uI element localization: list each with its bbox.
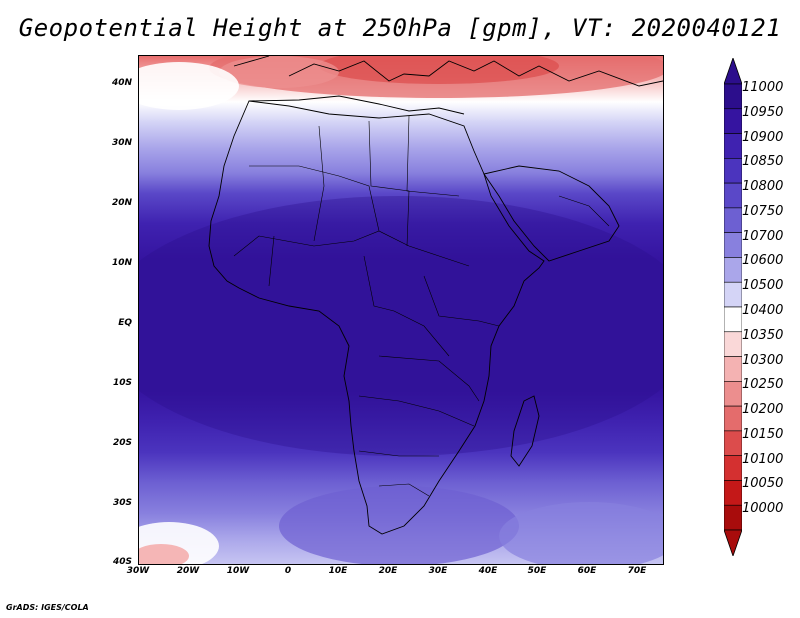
lon-label-70e: 70E [627, 566, 647, 576]
colorbar-cell [724, 430, 742, 456]
colorbar-cell [724, 232, 742, 258]
lon-label-50e: 50E [527, 566, 547, 576]
lon-label-40e: 40E [478, 566, 498, 576]
border-line [363, 255, 450, 357]
lon-label-20w: 20W [176, 566, 200, 576]
colorbar-cell [724, 257, 742, 283]
coastlines [208, 56, 663, 535]
colorbar-label: 10100 [742, 451, 784, 467]
lon-label-20e: 20E [378, 566, 398, 576]
colorbar-label: 10800 [742, 179, 784, 195]
lat-label-30s: 30S [112, 498, 132, 508]
mediterranean-south-coast [248, 95, 465, 115]
arabian-peninsula [483, 165, 620, 262]
map-canvas [139, 56, 663, 564]
colorbar-label: 10600 [742, 253, 784, 269]
colorbar-label: 10300 [742, 352, 784, 368]
colorbar-label: 10150 [742, 426, 784, 442]
madagascar [510, 395, 540, 467]
ridge-west-north [219, 56, 339, 88]
colorbar-label: 10050 [742, 476, 784, 492]
lat-label-20n: 20N [111, 198, 132, 208]
height-field [139, 56, 663, 564]
colorbar-label: 10900 [742, 129, 784, 145]
lat-label-10n: 10N [111, 258, 132, 268]
colorbar-label: 10350 [742, 327, 784, 343]
border-line [378, 355, 480, 402]
colorbar-label: 10500 [742, 278, 784, 294]
map-title: Geopotential Height at 250hPa [gpm], VT:… [18, 14, 782, 42]
lon-label-30e: 30E [428, 566, 448, 576]
colorbar-cell [724, 381, 742, 407]
border-line [258, 230, 470, 267]
colorbar-cell [724, 182, 742, 209]
colorbar-cell [724, 405, 742, 432]
map-plot-area [138, 55, 664, 565]
africa-coastline [208, 100, 545, 535]
border-line [558, 195, 610, 227]
colorbar-cell [724, 356, 742, 382]
colorbar-cell [724, 108, 742, 134]
border-line [406, 115, 460, 197]
colorbar [724, 58, 742, 556]
colorbar-cell [724, 207, 742, 233]
lat-label-eq: EQ [118, 318, 132, 328]
colorbar-label: 10750 [742, 203, 784, 219]
border-line [358, 395, 475, 427]
colorbar-min-arrow [724, 529, 742, 556]
colorbar-cell [724, 331, 742, 357]
colorbar-cell [724, 133, 742, 159]
europe-coast [233, 56, 663, 87]
border-line [423, 275, 500, 327]
lat-label-20s: 20S [112, 438, 132, 448]
colorbar-cell [724, 281, 742, 308]
deep-tropical-core [139, 196, 663, 456]
colorbar-cell [724, 504, 742, 531]
colorbar-cell [724, 158, 742, 184]
colorbar-label: 10000 [742, 501, 784, 517]
lon-label-60e: 60E [577, 566, 597, 576]
border-line [358, 450, 439, 457]
border-line [368, 120, 410, 247]
lat-label-10s: 10S [112, 378, 132, 388]
software-credit: GrADS: IGES/COLA [6, 603, 89, 612]
colorbar-label: 10850 [742, 154, 784, 170]
colorbar-max-arrow [724, 58, 742, 85]
border-line [313, 125, 325, 242]
colorbar-label: 10950 [742, 104, 784, 120]
colorbar-cell [724, 306, 742, 333]
lon-label-0: 0 [284, 566, 292, 576]
border-line [378, 483, 430, 497]
colorbar-label: 10200 [742, 402, 784, 418]
lat-label-30n: 30N [111, 138, 132, 148]
colorbar-cell [724, 455, 742, 481]
ridge-core-north [319, 56, 559, 84]
colorbar-label: 10700 [742, 228, 784, 244]
lat-label-40s: 40S [112, 557, 132, 567]
lat-label-40n: 40N [111, 78, 132, 88]
border-line [249, 165, 380, 232]
colorbar-cell [724, 83, 742, 110]
border-line [233, 235, 275, 287]
southern-trough-west-pink [139, 544, 189, 564]
white-band-west [139, 62, 239, 110]
colorbar-label: 10250 [742, 377, 784, 393]
southern-ridge [279, 486, 519, 564]
southern-ridge-east [499, 502, 663, 564]
colorbar-label: 11000 [742, 80, 784, 95]
lon-label-30w: 30W [126, 566, 150, 576]
colorbar-cell [724, 480, 742, 506]
lon-label-10e: 10E [328, 566, 348, 576]
country-borders [233, 115, 610, 497]
lon-label-10w: 10W [226, 566, 250, 576]
colorbar-label: 10400 [742, 303, 784, 318]
